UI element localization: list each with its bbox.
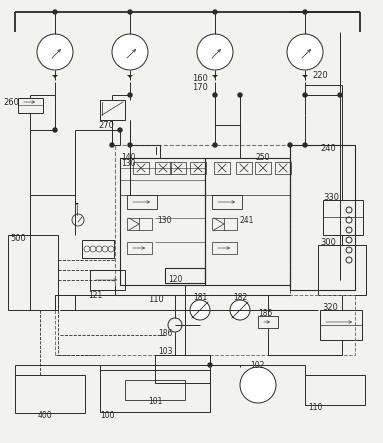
Text: 103: 103 (158, 347, 172, 357)
Text: 100: 100 (100, 411, 115, 420)
Bar (212, 242, 237, 254)
Polygon shape (212, 75, 218, 78)
Text: 181: 181 (193, 294, 207, 303)
Bar (133, 162, 149, 174)
Bar (100, 100, 125, 120)
Text: 241: 241 (240, 215, 254, 225)
Circle shape (230, 300, 250, 320)
Bar (127, 218, 152, 230)
Text: 220: 220 (312, 70, 328, 79)
Circle shape (238, 93, 242, 97)
Text: 260: 260 (3, 97, 19, 106)
Circle shape (338, 93, 342, 97)
Bar (8, 235, 58, 310)
Bar (236, 162, 252, 174)
Circle shape (128, 143, 132, 147)
Text: 160: 160 (192, 74, 208, 82)
Bar (205, 158, 290, 285)
Text: 500: 500 (10, 233, 26, 242)
Polygon shape (127, 75, 133, 78)
Bar (323, 200, 363, 235)
Bar (275, 162, 291, 174)
Text: 270: 270 (98, 120, 114, 129)
Bar (125, 380, 185, 400)
Bar (290, 145, 355, 290)
Text: 320: 320 (322, 303, 338, 312)
Bar (258, 316, 278, 328)
Bar (100, 370, 210, 412)
Circle shape (240, 367, 276, 403)
Bar (212, 195, 242, 209)
Text: 185: 185 (258, 308, 272, 318)
Polygon shape (52, 75, 58, 78)
Bar (170, 162, 186, 174)
Text: 182: 182 (233, 294, 247, 303)
Bar (15, 375, 85, 413)
Bar (127, 242, 152, 254)
Text: 110: 110 (148, 295, 164, 304)
Circle shape (213, 93, 217, 97)
Bar (90, 270, 125, 290)
Text: 250: 250 (255, 152, 270, 162)
Circle shape (118, 128, 122, 132)
Circle shape (213, 10, 217, 14)
Text: 110: 110 (308, 403, 322, 412)
Circle shape (303, 93, 307, 97)
Bar (55, 295, 355, 355)
Bar (255, 162, 271, 174)
Circle shape (288, 143, 292, 147)
Text: 130: 130 (121, 159, 136, 167)
Bar (18, 98, 43, 113)
Circle shape (37, 34, 73, 70)
Circle shape (112, 34, 148, 70)
Text: 140: 140 (121, 152, 136, 162)
Text: 186: 186 (158, 329, 172, 338)
Circle shape (190, 300, 210, 320)
Bar (120, 158, 205, 285)
Bar (155, 355, 210, 383)
Bar (305, 375, 365, 405)
Circle shape (53, 10, 57, 14)
Bar (82, 240, 114, 258)
Text: 102: 102 (250, 361, 264, 369)
Bar (115, 145, 290, 295)
Text: 121: 121 (88, 291, 102, 299)
Polygon shape (302, 75, 308, 78)
Circle shape (208, 363, 212, 367)
Bar (155, 162, 171, 174)
Bar (190, 162, 206, 174)
Bar (320, 310, 362, 340)
Circle shape (303, 143, 307, 147)
Circle shape (128, 10, 132, 14)
Polygon shape (75, 203, 79, 205)
Text: I: I (155, 147, 158, 157)
Circle shape (303, 10, 307, 14)
Bar (214, 162, 230, 174)
Text: 101: 101 (148, 397, 162, 407)
Text: 240: 240 (320, 144, 336, 152)
Circle shape (287, 34, 323, 70)
Bar (127, 195, 157, 209)
Text: 300: 300 (320, 237, 336, 246)
Text: 130: 130 (157, 215, 172, 225)
Text: 120: 120 (168, 276, 182, 284)
Text: 400: 400 (38, 411, 52, 420)
Circle shape (197, 34, 233, 70)
Text: 170: 170 (192, 82, 208, 92)
Bar (165, 268, 205, 283)
Circle shape (110, 143, 114, 147)
Bar (318, 245, 366, 295)
Circle shape (213, 143, 217, 147)
Circle shape (53, 128, 57, 132)
Circle shape (128, 93, 132, 97)
Text: 330: 330 (323, 193, 339, 202)
Bar (212, 218, 237, 230)
